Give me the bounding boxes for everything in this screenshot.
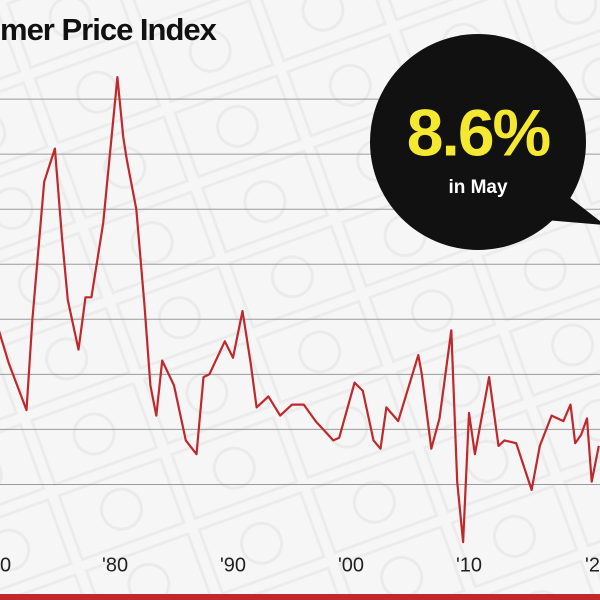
callout-text: in May (448, 177, 508, 198)
callout: 8.6% in May (370, 34, 600, 250)
x-tick-label: '90 (220, 554, 246, 576)
x-tick-label: 0 (0, 554, 11, 576)
x-tick-label: '80 (102, 554, 128, 576)
x-tick-label: '10 (456, 554, 482, 576)
x-tick-label: '00 (338, 554, 364, 576)
bottom-bar (0, 594, 600, 600)
chart-title: mer Price Index (0, 12, 218, 47)
callout-value: 8.6% (407, 95, 550, 169)
cpi-line (0, 76, 600, 544)
x-tick-label: '2 (585, 554, 600, 576)
callout-bubble (370, 34, 586, 250)
